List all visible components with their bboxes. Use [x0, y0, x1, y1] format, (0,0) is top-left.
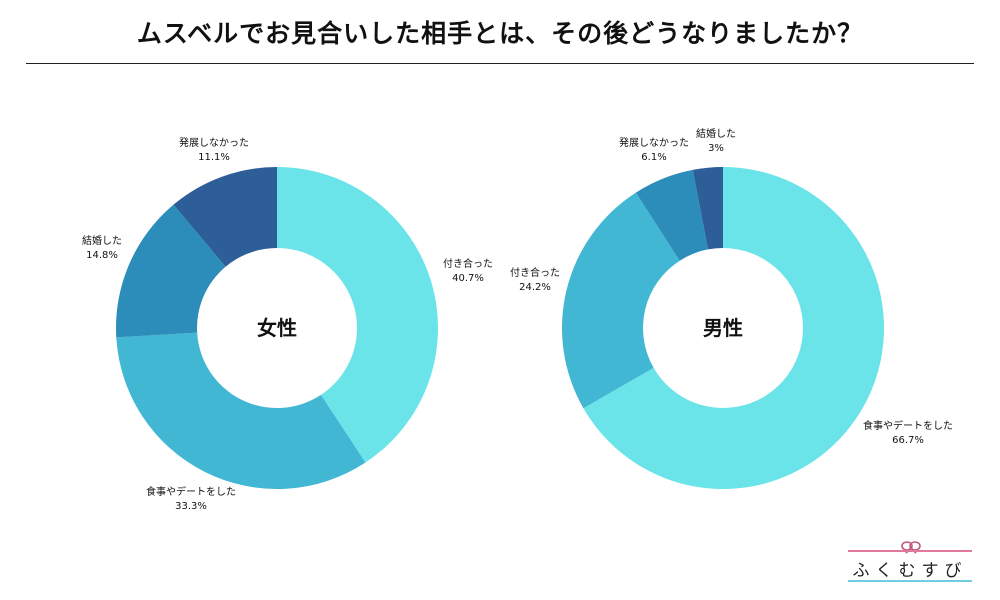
donut-slice-male-4 [692, 167, 723, 250]
slice-value-male-1: 66.7% [892, 435, 924, 446]
donut-slice-female-4 [173, 167, 277, 267]
donut-slice-female-2 [116, 332, 366, 490]
donut-slice-male-1 [583, 167, 885, 489]
slice-label-male-2: 付き合った [510, 266, 560, 279]
donut-slice-male-2 [562, 192, 680, 409]
chart-title: ムスベルでお見合いした相手とは、その後どうなりましたか？ [136, 19, 864, 48]
logo-bar-blue [848, 580, 972, 582]
slice-label-male-4: 結婚した [696, 127, 736, 140]
logo-bar-pink [848, 550, 972, 552]
slice-label-female-3: 結婚した [82, 234, 122, 247]
slice-value-male-2: 24.2% [519, 282, 551, 293]
slice-value-female-4: 11.1% [198, 152, 230, 163]
slice-label-male-1: 食事やデートをした [863, 419, 953, 432]
brand-logo: ふくむすび [848, 540, 972, 586]
slice-value-male-3: 6.1% [641, 152, 666, 163]
logo-text: ふくむすび [852, 561, 968, 581]
donut-center-label-female: 女性 [257, 316, 297, 340]
slice-label-female-1: 付き合った [443, 257, 493, 270]
donut-slice-male-3 [635, 169, 709, 261]
donut-slice-female-1 [277, 167, 439, 463]
donut-center-label-male: 男性 [703, 316, 743, 340]
slice-value-male-4: 3% [708, 143, 724, 154]
slice-value-female-1: 40.7% [452, 273, 484, 284]
donut-chart-male: 食事やデートをした 66.7% 付き合った 24.2% 発展しなかった 6.1% 結婚した 3… [510, 127, 953, 489]
donut-slice-female-3 [115, 204, 226, 338]
donut-chart-female: 付き合った 40.7% 食事やデートをした 33.3% 結婚した 14.8% 発展しなかった… [82, 136, 493, 512]
slice-value-female-2: 33.3% [175, 501, 207, 512]
slice-label-male-3: 発展しなかった [619, 136, 689, 149]
slice-label-female-2: 食事やデートをした [146, 485, 236, 498]
slice-value-female-3: 14.8% [86, 250, 118, 261]
title-divider [26, 63, 974, 64]
slice-label-female-4: 発展しなかった [179, 136, 249, 149]
